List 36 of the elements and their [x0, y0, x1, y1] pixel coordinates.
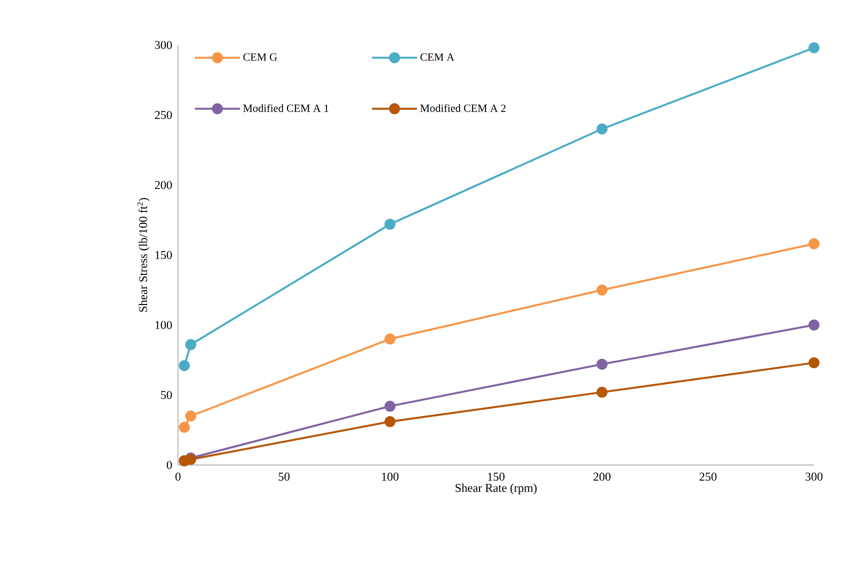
y-tick-label: 300 [155, 40, 172, 50]
legend-label: CEM G [243, 53, 277, 61]
x-axis-title: Shear Rate (rpm) [456, 484, 537, 494]
point [596, 123, 608, 134]
y-tick-label: 250 [154, 110, 172, 120]
y-axis-title: Shear Stress (lb/100 ft$^{2}$) [137, 198, 150, 312]
y-tick-label: 150 [155, 250, 172, 260]
point [384, 400, 396, 412]
x-tick-label: 100 [382, 472, 399, 481]
legend-label: Modified CEM A 2 [420, 104, 506, 112]
y-tick-label: 200 [154, 180, 172, 190]
y-tick-label: 0 [166, 460, 172, 470]
point [808, 320, 820, 330]
point [384, 218, 396, 230]
x-tick-label: 300 [806, 472, 823, 481]
point [596, 386, 608, 398]
x-tick-label: 50 [278, 472, 290, 481]
x-tick-label: 0 [175, 472, 181, 481]
y-tick-label: 50 [161, 390, 172, 400]
y-tick-label: 100 [155, 320, 172, 330]
point [596, 284, 608, 296]
point [596, 358, 608, 370]
point [178, 422, 190, 433]
point [384, 416, 396, 428]
x-tick-label: 150 [488, 472, 505, 481]
legend-label: Modified CEM A 1 [243, 104, 328, 112]
point [185, 410, 196, 422]
point [178, 360, 190, 372]
point [384, 334, 396, 344]
point [185, 339, 196, 350]
x-tick-label: 250 [700, 472, 717, 481]
x-tick-label: 200 [594, 472, 611, 481]
legend-label: CEM A [420, 53, 454, 61]
point [808, 357, 820, 368]
point [808, 42, 820, 54]
point [808, 238, 820, 250]
